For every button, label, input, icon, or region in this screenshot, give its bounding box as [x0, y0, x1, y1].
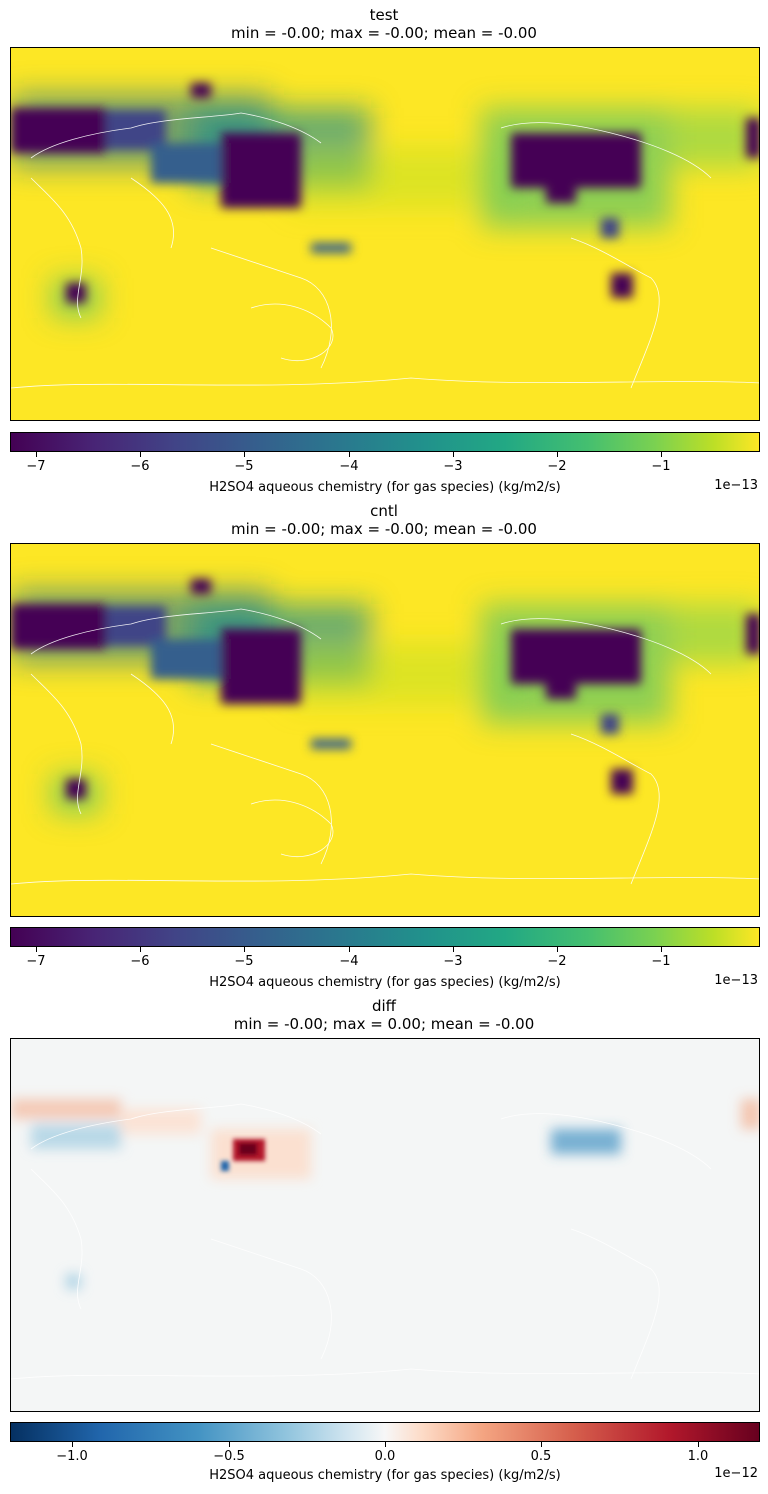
colorbar-cntl-label: H2SO4 aqueous chemistry (for gas species…: [209, 975, 561, 990]
colorbar-tick: [453, 452, 454, 457]
coastlines: [11, 1103, 759, 1380]
map-test: [10, 47, 760, 421]
coastlines: [11, 112, 759, 389]
colorbar-tick-label: −1: [651, 954, 671, 969]
diff-core: [221, 1139, 265, 1171]
colorbar-tick-label: 0.0: [374, 1449, 396, 1464]
colorbar-test-label: H2SO4 aqueous chemistry (for gas species…: [209, 480, 561, 495]
colorbar-tick-label: −4: [339, 954, 359, 969]
colorbar-tick-label: −5: [234, 954, 254, 969]
panel-cntl-stats: min = -0.00; max = -0.00; mean = -0.00: [231, 520, 537, 538]
colorbar-tick: [349, 452, 350, 457]
colorbar-tick-label: −3: [443, 459, 463, 474]
colorbar-tick-label: −0.5: [213, 1449, 245, 1464]
colorbar-tick-label: −1.0: [56, 1449, 88, 1464]
panel-diff-stats: min = -0.00; max = 0.00; mean = -0.00: [233, 1015, 535, 1033]
panel-test-stats: min = -0.00; max = -0.00; mean = -0.00: [231, 24, 537, 42]
map-cntl-field: [11, 579, 759, 885]
colorbar-tick-label: −3: [443, 954, 463, 969]
colorbar-tick: [541, 1442, 542, 1447]
colorbar-tick-label: 1.0: [687, 1449, 709, 1464]
colorbar-cntl-offset: 1e−13: [714, 973, 758, 988]
colorbar-diff: [10, 1422, 760, 1442]
colorbar-tick-label: −2: [547, 954, 567, 969]
colorbar-tick-label: −5: [234, 459, 254, 474]
colorbar-tick: [557, 452, 558, 457]
colorbar-tick-label: −7: [26, 459, 46, 474]
colorbar-tick: [661, 947, 662, 952]
colorbar-tick: [72, 1442, 73, 1447]
colorbar-tick: [698, 1442, 699, 1447]
colorbar-tick: [229, 1442, 230, 1447]
colorbar-tick: [385, 1442, 386, 1447]
panel-cntl-name: cntl: [370, 502, 398, 520]
panel-test-name: test: [369, 6, 399, 24]
colorbar-tick-label: −7: [26, 954, 46, 969]
colorbar-diff-offset: 1e−12: [714, 1466, 758, 1481]
colorbar-cntl: [10, 927, 760, 947]
map-diff-field: [11, 1099, 759, 1380]
colorbar-tick-label: −2: [547, 459, 567, 474]
colorbar-tick: [453, 947, 454, 952]
colorbar-test: [10, 432, 760, 452]
colorbar-tick: [140, 452, 141, 457]
field-core: [11, 83, 759, 303]
colorbar-tick-label: −4: [339, 459, 359, 474]
colorbar-tick: [557, 947, 558, 952]
colorbar-tick-label: −1: [651, 459, 671, 474]
colorbar-tick-label: −6: [130, 954, 150, 969]
colorbar-tick-label: 0.5: [530, 1449, 552, 1464]
colorbar-tick: [140, 947, 141, 952]
colorbar-tick: [244, 452, 245, 457]
map-diff: [10, 1038, 760, 1412]
colorbar-tick: [36, 452, 37, 457]
colorbar-diff-label: H2SO4 aqueous chemistry (for gas species…: [209, 1468, 561, 1483]
map-cntl: [10, 543, 760, 917]
colorbar-test-offset: 1e−13: [714, 478, 758, 493]
map-test-field: [11, 83, 759, 389]
colorbar-tick-label: −6: [130, 459, 150, 474]
colorbar-tick: [36, 947, 37, 952]
colorbar-tick: [349, 947, 350, 952]
colorbar-tick: [244, 947, 245, 952]
colorbar-tick: [661, 452, 662, 457]
coastlines: [11, 608, 759, 885]
field-core: [11, 579, 759, 799]
panel-diff-name: diff: [371, 997, 397, 1015]
diff-field: [11, 1099, 759, 1289]
